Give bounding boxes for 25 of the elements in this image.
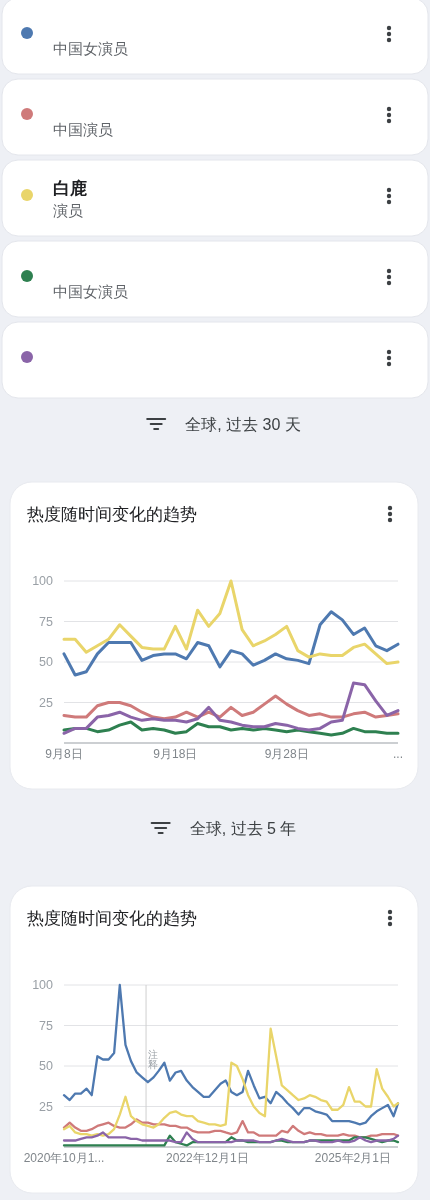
y-tick-label: 100 [32,978,53,992]
y-tick-label: 75 [39,1018,53,1033]
y-tick-label: 50 [39,1059,53,1073]
chart-title: 热度随时间变化的趋势 [27,504,197,524]
x-tick-label: 2020年10月1... [23,1151,105,1165]
x-tick-label: ... [393,747,403,761]
annotation: 中国演员 [53,122,113,138]
x-tick-label: 9月28日 [264,747,309,761]
y-tick-label: 50 [39,655,53,669]
chart-subtitle: 全球, 过去 5 年 [189,819,297,837]
x-tick-label: 2022年12月1日 [165,1151,249,1165]
x-tick-label: 9月18日 [153,747,198,761]
annotation: 中国女演员 [53,41,128,57]
x-tick-label: 9月8日 [45,747,83,761]
ref-line-label: 注释 [148,1048,159,1071]
y-tick-label: 25 [39,1099,53,1114]
legend-label: 白鹿 [53,178,87,198]
annotation: 中国女演员 [53,284,128,300]
y-tick-label: 75 [39,614,53,629]
chart-title: 热度随时间变化的趋势 [27,908,197,928]
chart-subtitle: 全球, 过去 30 天 [185,415,301,433]
y-tick-label: 100 [32,574,53,588]
x-tick-label: 2025年2月1日 [314,1151,391,1165]
y-tick-label: 25 [39,695,53,710]
annotation: 演员 [53,203,83,219]
